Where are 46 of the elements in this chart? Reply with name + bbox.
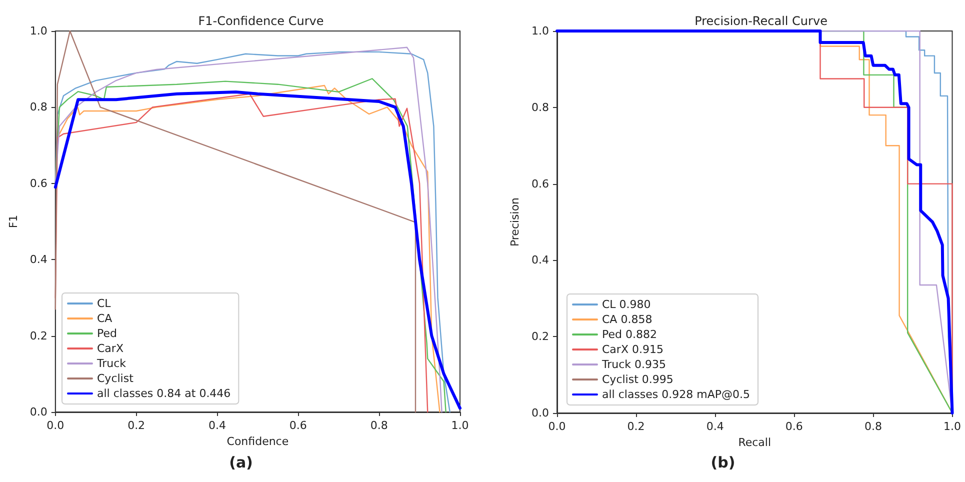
x-tick-label: 1.0 bbox=[451, 419, 469, 432]
y-tick-label: 0.6 bbox=[532, 177, 549, 190]
legend-label: Cyclist bbox=[97, 372, 134, 385]
legend-label: all classes 0.84 at 0.446 bbox=[97, 387, 231, 400]
y-tick-label: 0.2 bbox=[30, 329, 48, 342]
legend-label: CarX 0.915 bbox=[602, 343, 664, 356]
chart-title: F1-Confidence Curve bbox=[198, 14, 324, 28]
legend-label: all classes 0.928 mAP@0.5 bbox=[602, 388, 750, 401]
legend-label: Ped 0.882 bbox=[602, 328, 657, 341]
legend-label: CA bbox=[97, 312, 113, 325]
x-axis-title: Recall bbox=[738, 436, 772, 449]
legend-label: CL 0.980 bbox=[602, 298, 651, 311]
legend-label: CL bbox=[97, 297, 112, 310]
y-tick-label: 0.8 bbox=[30, 100, 48, 114]
y-tick-label: 0.2 bbox=[532, 330, 549, 344]
y-tick-label: 0.4 bbox=[30, 253, 48, 266]
text: (b) bbox=[710, 454, 736, 472]
y-tick-label: 1.0 bbox=[30, 24, 48, 38]
x-tick-label: 0.8 bbox=[864, 420, 882, 433]
y-tick-label: 1.0 bbox=[532, 24, 549, 38]
x-tick-label: 0.4 bbox=[208, 419, 226, 432]
x-tick-label: 1.0 bbox=[944, 420, 962, 433]
x-tick-label: 0.8 bbox=[370, 419, 388, 432]
y-tick-label: 0.6 bbox=[30, 176, 48, 190]
legend-label: Ped bbox=[97, 327, 117, 340]
x-tick-label: 0.2 bbox=[627, 420, 645, 433]
chart-title: Precision-Recall Curve bbox=[694, 14, 828, 28]
y-tick-label: 0.0 bbox=[30, 406, 48, 418]
x-tick-label: 0.2 bbox=[128, 419, 146, 432]
y-tick-label: 0.0 bbox=[532, 406, 549, 420]
x-tick-label: 0.6 bbox=[289, 419, 307, 432]
legend-label: Truck 0.935 bbox=[601, 358, 666, 371]
y-tick-label: 0.4 bbox=[532, 254, 549, 267]
x-tick-label: 0.0 bbox=[548, 420, 566, 433]
legend-label: Cyclist 0.995 bbox=[602, 373, 674, 386]
legend-label: Truck bbox=[96, 357, 127, 370]
legend-label: CA 0.858 bbox=[602, 313, 652, 326]
y-axis-title: Precision bbox=[508, 197, 522, 247]
x-tick-label: 0.0 bbox=[46, 419, 64, 432]
legend-label: CarX bbox=[97, 342, 124, 355]
y-tick-label: 0.8 bbox=[532, 100, 549, 114]
y-axis-title: F1 bbox=[7, 214, 20, 228]
x-axis-title: Confidence bbox=[226, 434, 289, 448]
text: (a) bbox=[229, 454, 253, 472]
x-tick-label: 0.4 bbox=[706, 420, 724, 433]
x-tick-label: 0.6 bbox=[785, 420, 803, 433]
